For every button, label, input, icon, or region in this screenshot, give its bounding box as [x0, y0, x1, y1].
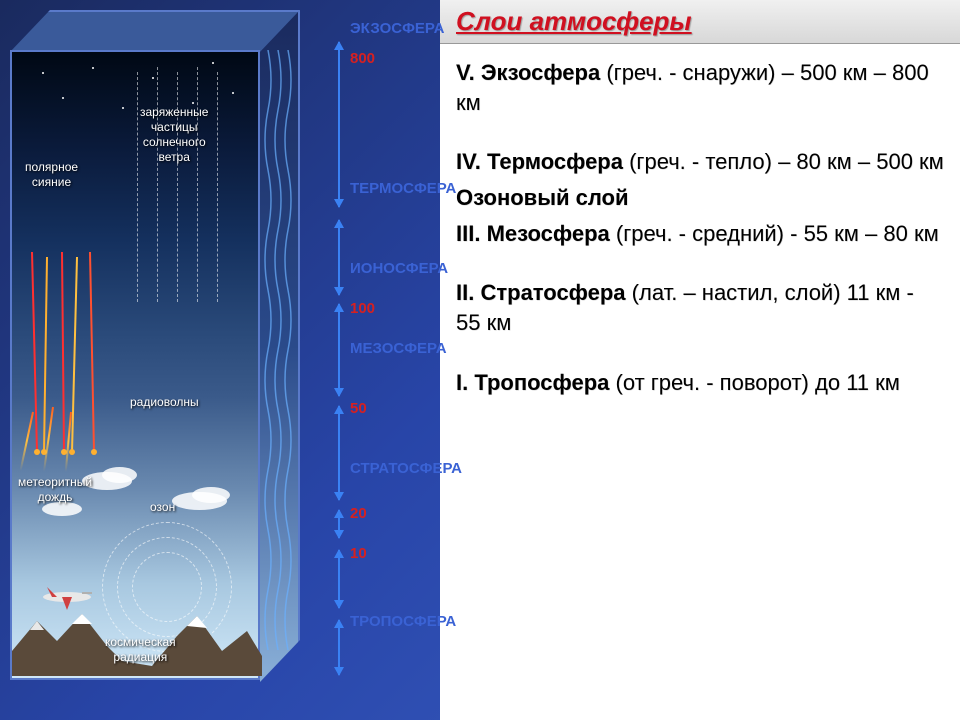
alt-20: 20 — [350, 505, 367, 522]
label-radio: радиоволны — [130, 395, 199, 410]
title-bar: Слои атмосферы — [440, 0, 960, 44]
label-meteor: метеоритныйдождь — [18, 475, 92, 505]
text-panel: Слои атмосферы V. Экзосфера (греч. - сна… — [440, 0, 960, 720]
layer-ii: II. Стратосфера (лат. – настил, слой) 11… — [456, 278, 944, 337]
wavy-lines-icon — [262, 50, 300, 680]
ozone-line: Озоновый слой — [456, 183, 944, 213]
label-ozone: озон — [150, 500, 175, 515]
cube-front-face — [10, 50, 260, 680]
aurora-icon — [22, 252, 112, 462]
scale-stratosphere: СТРАТОСФЕРА — [350, 460, 462, 477]
scale-thermosphere: ТЕРМОСФЕРА — [350, 180, 456, 197]
layer-iv: IV. Термосфера (греч. - тепло) – 80 км –… — [456, 147, 944, 177]
scale-troposphere: ТРОПОСФЕРА — [350, 613, 456, 630]
arrow-seg — [338, 304, 340, 396]
atmosphere-cube: полярноесияние заряженныечастицысолнечно… — [10, 10, 300, 710]
label-radiation: космическаярадиация — [105, 635, 176, 665]
scale-ionosphere: ИОНОСФЕРА — [350, 260, 448, 277]
arrow-seg — [338, 406, 340, 500]
label-aurora: полярноесияние — [25, 160, 78, 190]
layer-descriptions: V. Экзосфера (греч. - снаружи) – 500 км … — [440, 44, 960, 418]
arrow-seg — [338, 510, 340, 538]
diagram-panel: полярноесияние заряженныечастицысолнечно… — [0, 0, 440, 720]
scale-mesosphere: МЕЗОСФЕРА — [350, 340, 447, 357]
label-particles: заряженныечастицысолнечноговетра — [140, 105, 208, 165]
arrow-seg — [338, 550, 340, 608]
alt-100: 100 — [350, 300, 375, 317]
layer-iii: III. Мезосфера (греч. - средний) - 55 км… — [456, 219, 944, 249]
alt-800: 800 — [350, 50, 375, 67]
arrow-seg — [338, 220, 340, 295]
layer-i: I. Тропосфера (от греч. - поворот) до 11… — [456, 368, 944, 398]
alt-10: 10 — [350, 545, 367, 562]
arrow-seg — [338, 620, 340, 675]
scale-exosphere: ЭКЗОСФЕРА — [350, 20, 444, 37]
altitude-scale: ЭКЗОСФЕРА 800 ТЕРМОСФЕРА ИОНОСФЕРА 100 М… — [300, 0, 440, 720]
arrow-seg — [338, 42, 340, 207]
page-title: Слои атмосферы — [456, 6, 692, 36]
layer-v: V. Экзосфера (греч. - снаружи) – 500 км … — [456, 58, 944, 117]
alt-50: 50 — [350, 400, 367, 417]
cube-top-face — [10, 10, 300, 52]
